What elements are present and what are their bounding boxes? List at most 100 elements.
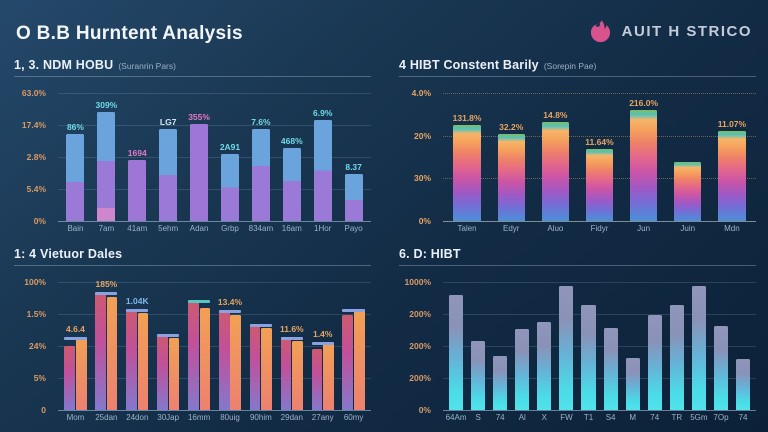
- bar-value-label: 11.64%: [585, 137, 614, 148]
- x-axis-label: M: [629, 412, 636, 422]
- chart-title: 6. D: HIBT: [399, 247, 461, 261]
- bar-pair: [126, 282, 149, 410]
- bars-area: 131.8% 32.2% 14.8% 11.64% 216.0% 11.07%: [443, 93, 756, 221]
- y-axis-label: 17.4%: [21, 120, 46, 130]
- chart-area: 63.0% 17.4% 2.8% 5.4% 0% 86% 309% 1694 LG7 355% 2A…: [14, 77, 371, 235]
- bar: [559, 285, 574, 410]
- bar-cap: [64, 337, 87, 341]
- x-axis-label: 1Hor: [314, 223, 332, 233]
- bar-slot: [732, 282, 754, 410]
- y-axis-label: 63.0%: [21, 88, 46, 98]
- x-axis-labels: Mom 25dan 24don 30Jap 16mm 80uig 90him 29dan 27a…: [58, 410, 371, 424]
- bar: [471, 340, 486, 410]
- bar: [718, 131, 746, 221]
- chart-subtitle: (Suranrin Pars): [118, 61, 176, 71]
- gridline: [443, 314, 756, 315]
- bar: [230, 315, 242, 410]
- chart-panel-d-hibt: 6. D: HIBT 1000% 200% 200% 200% 0% 64Am S 74 Al X…: [399, 247, 756, 424]
- plot-area: 4.6.4 185% 1.04K 13.4% 11.6% 1.4%: [58, 266, 371, 411]
- bar-value-label: 468%: [280, 136, 303, 147]
- bar-slot: 4.6.4: [60, 282, 91, 410]
- x-axis-label: Adan: [189, 223, 209, 233]
- bar-slot: 1.4%: [307, 282, 338, 410]
- bar: [342, 315, 354, 410]
- bar: [344, 173, 363, 221]
- bar: [168, 338, 180, 410]
- bar-slot: 11.64%: [577, 93, 621, 221]
- brand-name: AUIT H STRICO: [621, 22, 752, 40]
- bar-value-label: 1694: [127, 147, 147, 158]
- bar: [199, 307, 211, 410]
- gridline: [58, 282, 371, 283]
- bar: [95, 292, 106, 410]
- y-axis-labels: 1000% 200% 200% 200% 0%: [399, 277, 437, 415]
- bar-value-label: 131.8%: [452, 113, 482, 123]
- x-axis-label: 64Am: [445, 412, 467, 422]
- x-axis-label: FW: [560, 412, 573, 422]
- gridline: [443, 221, 756, 222]
- bars-row: [443, 282, 756, 410]
- bar-value-label: 6.9%: [313, 107, 333, 118]
- bar-value-label: 13.4%: [217, 297, 243, 308]
- bar-slot: LG7: [153, 93, 184, 221]
- bar: [493, 356, 508, 410]
- bar: [354, 308, 365, 410]
- bar-slot: [666, 93, 710, 221]
- bar-cap: [157, 334, 180, 338]
- y-axis-label: 1.5%: [26, 309, 46, 319]
- bar-slot: 86%: [60, 93, 91, 221]
- x-axis-label: Fidyr: [590, 223, 609, 233]
- bar: [261, 328, 273, 410]
- x-axis-label: 16am: [281, 223, 302, 233]
- bar: [66, 133, 85, 221]
- bar-slot: [338, 282, 369, 410]
- x-axis-label: Talen: [457, 223, 477, 233]
- x-axis-label: Al: [518, 412, 526, 422]
- y-axis-label: 200%: [409, 341, 431, 351]
- bar: [453, 125, 481, 221]
- y-axis-label: 0%: [33, 216, 46, 226]
- bar-slot: [622, 282, 644, 410]
- x-axis-label: 60my: [343, 412, 364, 422]
- bar: [669, 305, 684, 410]
- x-axis-labels: Bain 7am 41am 5ehm Adan Grbp 834am 16am 1Hor Payo: [58, 221, 371, 235]
- bar-slot: 216.0%: [622, 93, 666, 221]
- bar: [126, 308, 137, 410]
- bar-pair: [64, 282, 87, 410]
- bar: [313, 119, 332, 221]
- bar-value-label: 1.04K: [125, 295, 149, 306]
- bar: [647, 315, 662, 410]
- y-axis-label: 0%: [418, 216, 431, 226]
- bar-slot: 131.8%: [445, 93, 489, 221]
- bar-value-label: 216.0%: [629, 97, 659, 108]
- x-axis-label: 16mm: [187, 412, 211, 422]
- bar-slot: 14.8%: [533, 93, 577, 221]
- gridline: [58, 221, 371, 222]
- bar-pair: [280, 282, 303, 410]
- bar-slot: [153, 282, 184, 410]
- bar-value-label: 11.07%: [717, 119, 747, 130]
- x-axis-label: 24don: [126, 412, 149, 422]
- x-axis-label: 41am: [127, 223, 148, 233]
- x-axis-label: Juin: [680, 223, 696, 233]
- gridline: [58, 189, 371, 190]
- gridline: [58, 93, 371, 94]
- gridline: [58, 346, 371, 347]
- y-axis-label: 200%: [409, 309, 431, 319]
- bar-slot: [666, 282, 688, 410]
- bar-cap: [249, 324, 273, 328]
- bar-slot: [600, 282, 622, 410]
- header: O B.B Hurntent Analysis AUIT H STRICO: [0, 0, 768, 58]
- plot-area: 131.8% 32.2% 14.8% 11.64% 216.0% 11.07%: [443, 77, 756, 222]
- bar-slot: [577, 282, 599, 410]
- y-axis-labels: 63.0% 17.4% 2.8% 5.4% 0%: [14, 88, 52, 226]
- x-axis-label: Jun: [637, 223, 651, 233]
- plot-area: 86% 309% 1694 LG7 355% 2A91 7.6% 468% 6.9% 8.37: [58, 77, 371, 222]
- bar: [497, 133, 525, 221]
- chart-header: 1: 4 Vietuor Dales: [14, 247, 371, 266]
- chart-panel-hibt-constent-barily: 4 HIBT Constent Barily (Sorepin Pae) 4.0…: [399, 58, 756, 235]
- bar-slot: [688, 282, 710, 410]
- bar: [128, 159, 147, 221]
- x-axis-label: 7am: [98, 223, 115, 233]
